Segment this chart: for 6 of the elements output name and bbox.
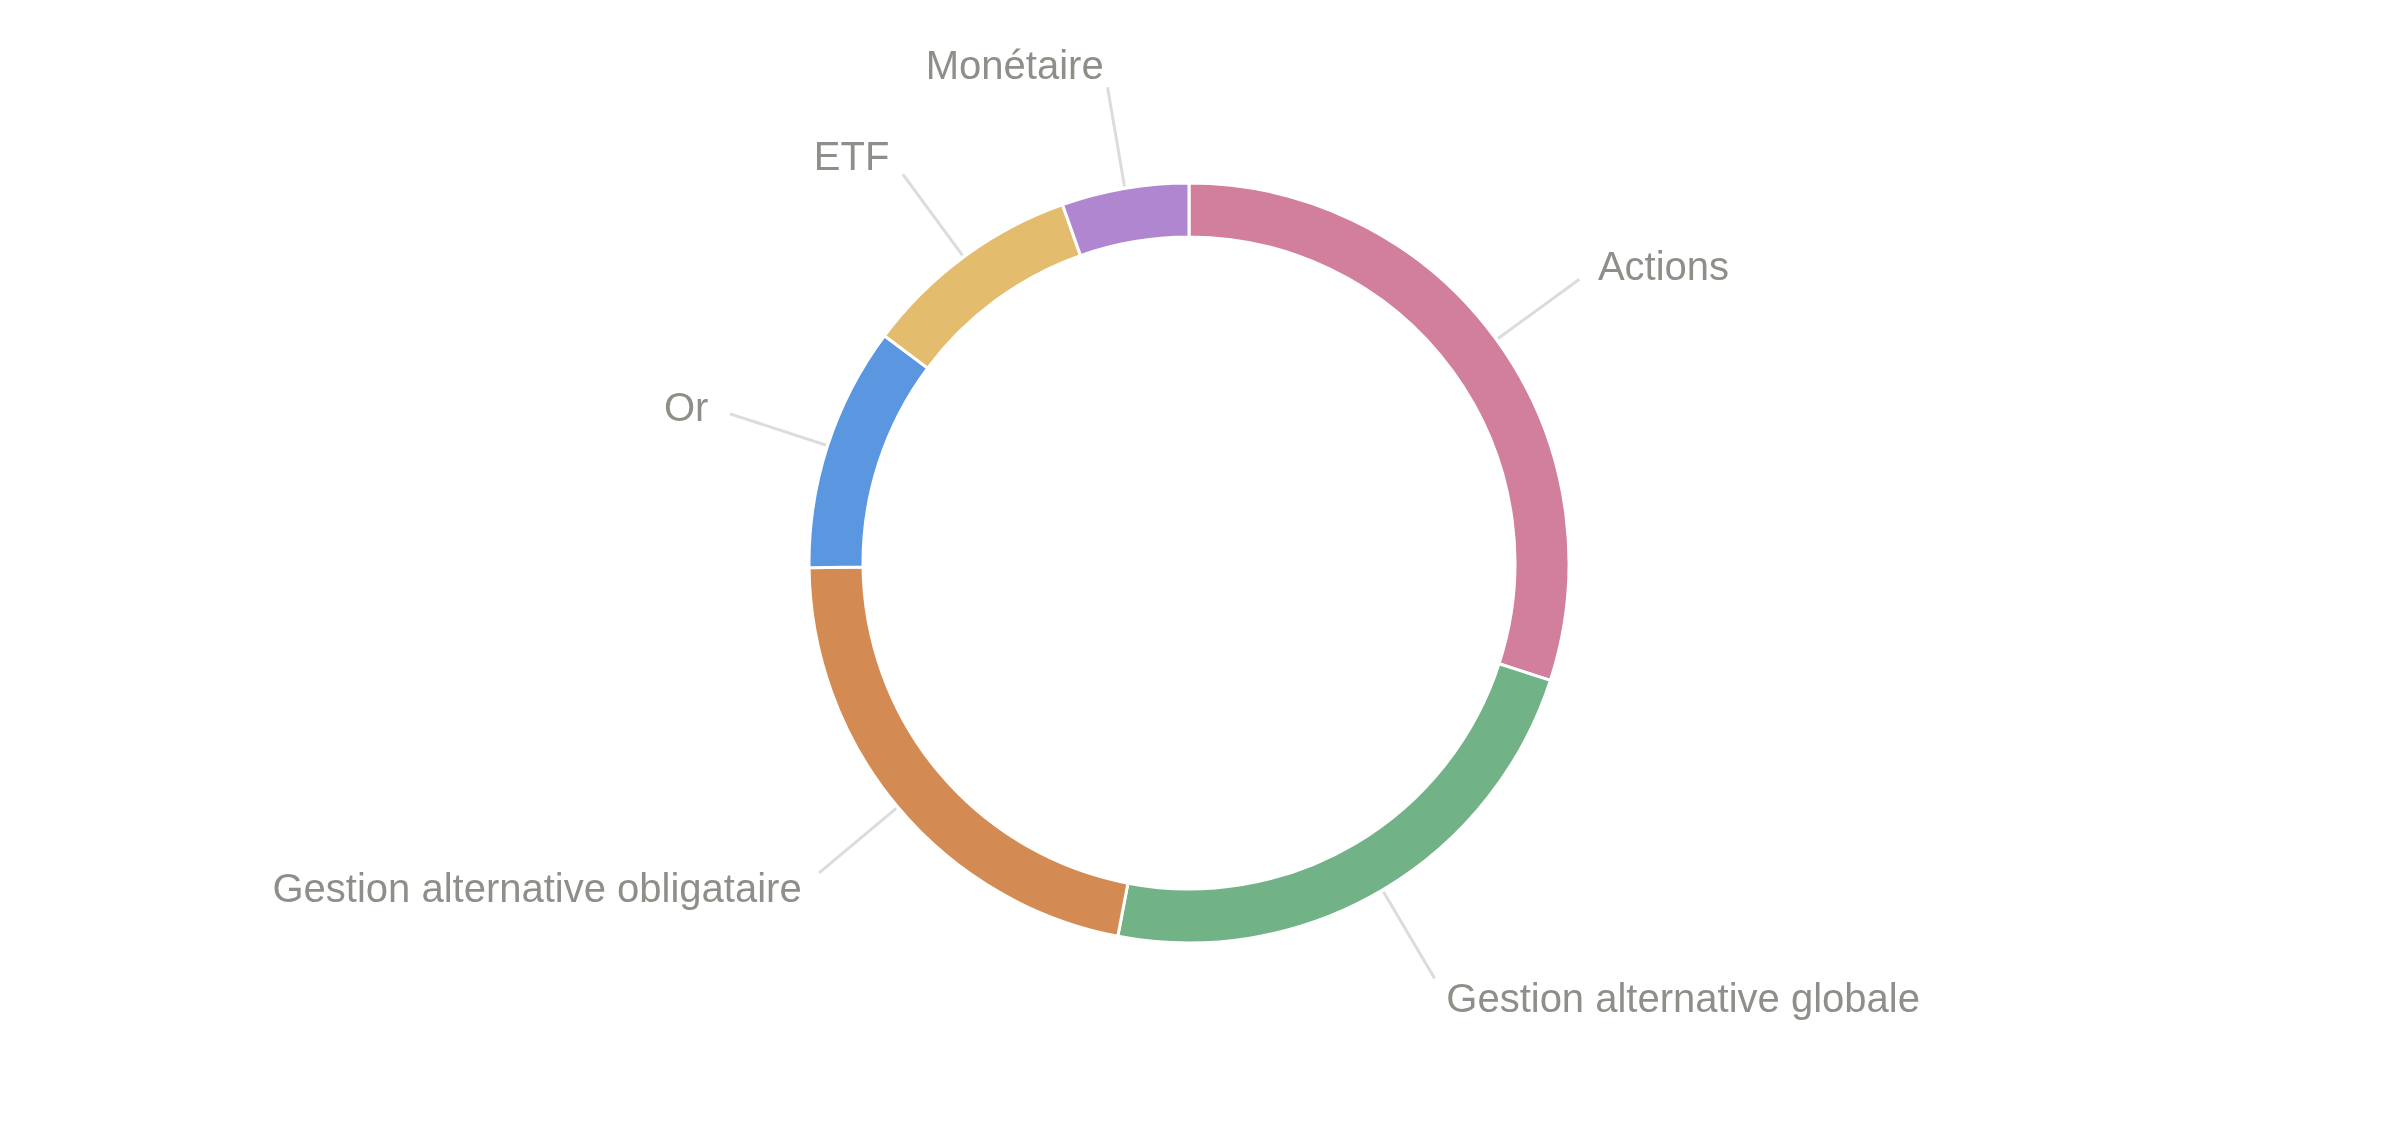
slice-label: Monétaire	[925, 42, 1104, 87]
slice-label: Or	[663, 384, 709, 429]
slice-label: Gestion alternative obligataire	[272, 865, 802, 910]
slice-label: ETF	[813, 134, 890, 178]
slice-label: Gestion alternative globale	[1446, 976, 1920, 1021]
slice-label: Actions	[1597, 243, 1730, 288]
